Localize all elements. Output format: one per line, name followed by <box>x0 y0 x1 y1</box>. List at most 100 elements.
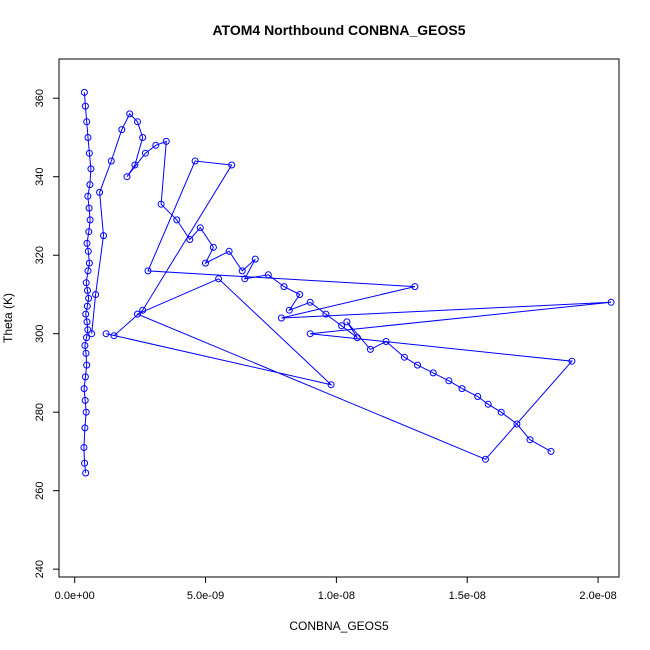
y-tick-label: 300 <box>34 325 46 343</box>
y-tick-label: 240 <box>34 560 46 578</box>
data-point <box>86 181 94 189</box>
data-point <box>139 306 147 314</box>
data-point <box>228 161 236 169</box>
data-point <box>83 334 90 342</box>
x-tick-label: 2.0e-08 <box>579 590 616 602</box>
data-point <box>83 239 91 247</box>
data-point <box>87 165 95 173</box>
data-point <box>152 141 160 149</box>
x-tick-label: 1.0e-08 <box>318 590 355 602</box>
x-tick-label: 0.0e+00 <box>55 590 95 602</box>
data-point <box>196 224 204 232</box>
data-point <box>84 247 92 255</box>
series-group <box>80 88 95 477</box>
data-point <box>139 134 147 141</box>
series-group <box>88 110 555 455</box>
data-point <box>215 275 223 283</box>
data-point <box>144 267 152 275</box>
series-group <box>102 157 615 463</box>
data-point <box>209 243 217 251</box>
data-point <box>83 302 91 310</box>
data-point <box>429 369 437 377</box>
data-point <box>458 385 466 393</box>
data-point <box>526 436 534 444</box>
data-point <box>81 459 89 467</box>
data-point <box>92 291 100 298</box>
data-point <box>102 330 110 338</box>
data-point <box>81 396 89 404</box>
y-tick-label: 360 <box>34 89 46 107</box>
data-point <box>186 236 194 243</box>
y-axis: 240 260 280 300 320 340 360 <box>34 89 60 578</box>
x-tick-label: 5.0e-09 <box>187 590 224 602</box>
data-point <box>277 314 285 322</box>
data-point <box>400 353 408 361</box>
data-point <box>118 126 126 134</box>
data-point <box>100 232 107 240</box>
data-point <box>547 447 555 455</box>
data-point <box>84 192 92 200</box>
data-point <box>411 283 419 291</box>
data-point <box>107 157 115 165</box>
data-point <box>296 291 304 298</box>
data-point <box>141 149 149 157</box>
x-axis: 0.0e+00 5.0e-09 1.0e-08 1.5e-08 2.0e-08 <box>55 576 617 602</box>
data-point <box>81 373 89 381</box>
data-point <box>82 408 90 416</box>
data-point <box>513 420 521 428</box>
data-point <box>134 118 141 126</box>
data-point <box>343 318 351 326</box>
data-point <box>84 326 92 334</box>
data-point <box>80 444 88 451</box>
data-point <box>82 279 90 287</box>
data-point <box>134 310 141 318</box>
data-point <box>85 204 93 212</box>
data-point <box>85 149 93 157</box>
data-point <box>81 102 89 110</box>
x-axis-label: CONBNA_GEOS5 <box>289 619 389 633</box>
data-point <box>81 342 89 349</box>
data-point <box>85 228 93 236</box>
data-point <box>84 134 92 141</box>
data-point <box>85 259 93 267</box>
data-point <box>225 247 233 255</box>
x-tick-label: 1.5e-08 <box>449 590 486 602</box>
chart-title: ATOM4 Northbound CONBNA_GEOS5 <box>212 22 465 38</box>
data-point <box>306 330 314 338</box>
data-point <box>366 345 374 353</box>
data-point <box>568 357 576 365</box>
data-point <box>157 200 165 208</box>
data-point <box>482 455 489 463</box>
data-point <box>131 161 139 169</box>
data-point <box>497 408 505 416</box>
data-point <box>83 361 91 369</box>
data-point <box>126 110 134 118</box>
data-point <box>202 259 209 267</box>
data-point <box>82 310 90 318</box>
data-point <box>110 332 118 340</box>
data-point <box>173 216 181 224</box>
series-line <box>91 113 552 452</box>
data-point <box>327 381 335 389</box>
data-point <box>84 267 92 275</box>
data-point <box>474 393 482 400</box>
data-point <box>338 322 346 330</box>
y-tick-label: 280 <box>34 403 46 421</box>
data-point <box>353 334 361 342</box>
data-point <box>82 349 90 357</box>
data-point <box>241 275 249 283</box>
data-point <box>607 298 615 306</box>
data-point <box>414 361 421 369</box>
data-point <box>85 294 93 302</box>
data-point <box>445 377 453 385</box>
data-point <box>238 267 246 275</box>
data-point <box>86 216 94 224</box>
data-point <box>123 173 131 181</box>
y-tick-label: 260 <box>34 481 46 499</box>
y-axis-label: Theta (K) <box>1 293 15 343</box>
y-tick-label: 340 <box>34 168 46 186</box>
data-point <box>484 400 492 408</box>
data-point <box>162 137 170 145</box>
